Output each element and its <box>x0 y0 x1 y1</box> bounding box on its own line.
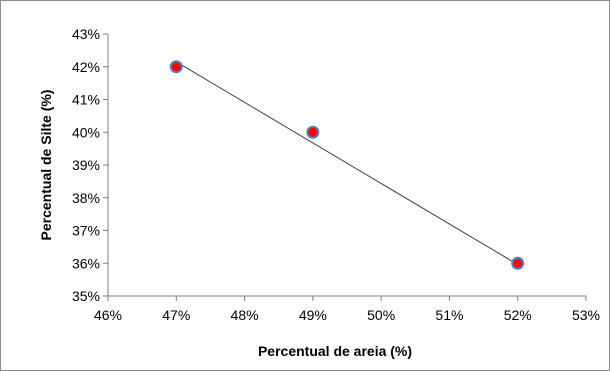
y-tick-label: 41% <box>72 92 100 108</box>
data-point <box>169 60 183 74</box>
trendline <box>176 61 518 265</box>
plot-area: 35% 36% 37% 38% 39% 40% 41% 42% 43% 46% 47% 48% 49% 5… <box>72 26 600 323</box>
y-tick-label: 38% <box>72 190 100 206</box>
x-tick-label: 48% <box>231 307 259 323</box>
y-tick-label: 37% <box>72 223 100 239</box>
x-tick-label: 52% <box>504 307 532 323</box>
x-axis-title: Percentual de areia (%) <box>258 343 412 359</box>
y-axis-title: Percentual de Silte (%) <box>38 90 54 241</box>
x-tick-label: 51% <box>435 307 463 323</box>
x-tick-label: 46% <box>94 307 122 323</box>
y-tick-label: 35% <box>72 288 100 304</box>
y-tick-label: 42% <box>72 59 100 75</box>
y-tick-label: 39% <box>72 157 100 173</box>
data-point <box>306 125 320 139</box>
y-tick-label: 36% <box>72 255 100 271</box>
data-point <box>511 256 525 270</box>
x-tick-label: 47% <box>162 307 190 323</box>
y-tick-label: 43% <box>72 26 100 42</box>
x-tick-label: 50% <box>367 307 395 323</box>
x-tick-label: 53% <box>572 307 600 323</box>
x-tick-label: 49% <box>299 307 327 323</box>
y-tick-label: 40% <box>72 124 100 140</box>
